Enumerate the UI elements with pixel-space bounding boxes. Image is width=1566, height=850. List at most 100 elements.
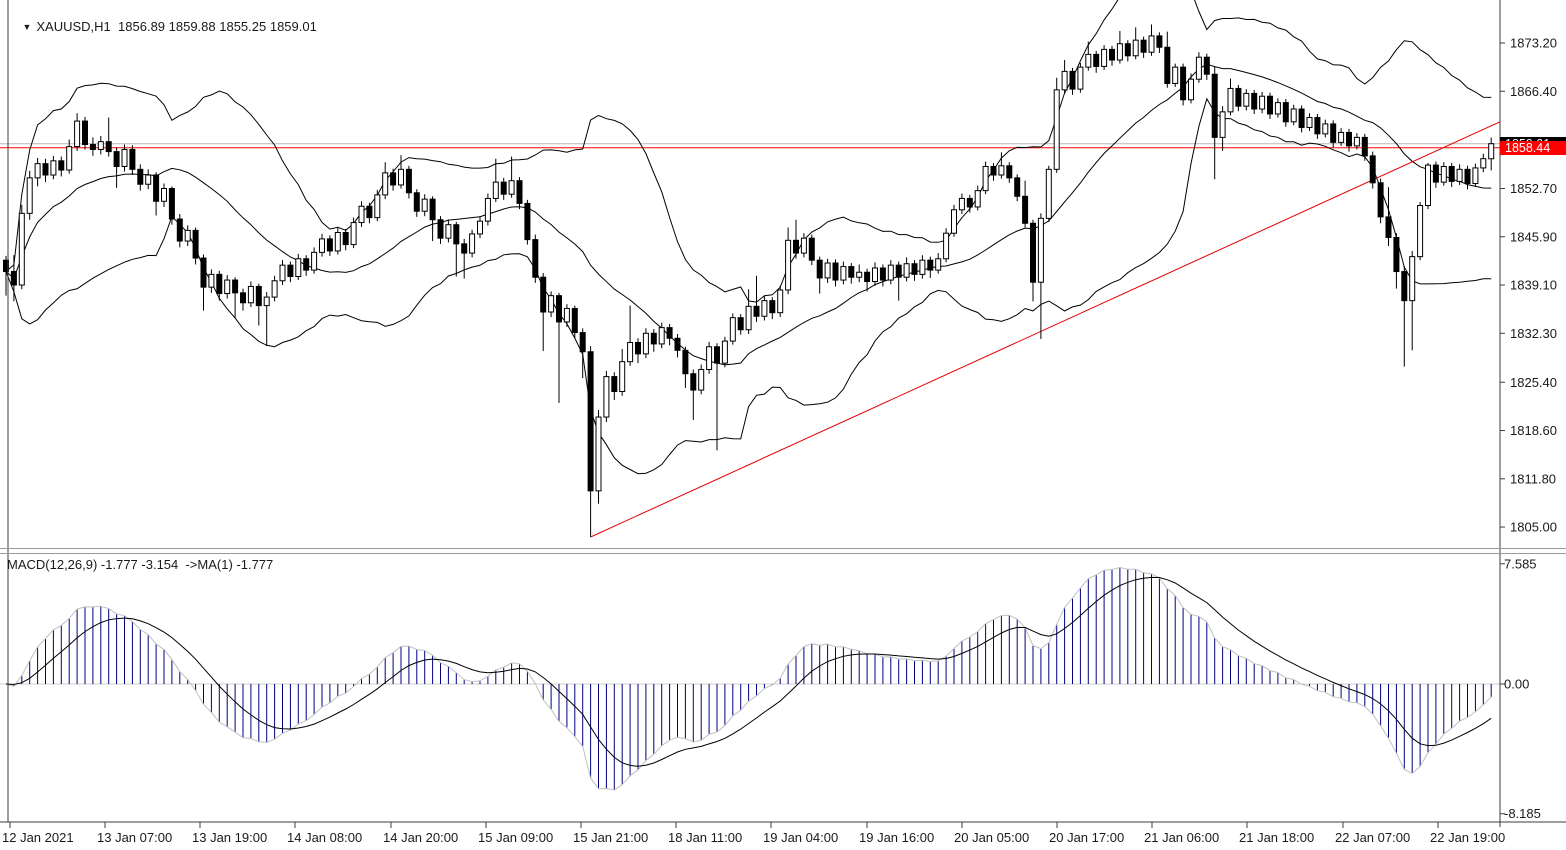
candle-body bbox=[1156, 35, 1163, 48]
candle-body bbox=[1037, 217, 1044, 283]
candle-body bbox=[405, 168, 412, 194]
bollinger-middle-line bbox=[5, 63, 1492, 366]
candle-body bbox=[326, 238, 333, 252]
candle-body bbox=[1353, 136, 1360, 147]
time-axis-label: 20 Jan 17:00 bbox=[1049, 830, 1124, 845]
candle-body bbox=[1385, 216, 1392, 238]
symbol-dropdown-icon[interactable]: ▼ bbox=[22, 22, 32, 32]
candle-body bbox=[1014, 177, 1021, 197]
candle-body bbox=[1140, 39, 1147, 53]
candle-body bbox=[1409, 256, 1416, 302]
candle-body bbox=[666, 327, 673, 339]
candle-body bbox=[563, 307, 570, 323]
macd-panel[interactable] bbox=[0, 566, 1500, 791]
candle-body bbox=[706, 346, 713, 370]
candle-body bbox=[1464, 168, 1471, 185]
candle-body bbox=[42, 163, 49, 176]
candle-body bbox=[1148, 35, 1155, 53]
candle-body bbox=[1306, 117, 1313, 128]
candle-body bbox=[919, 259, 926, 275]
candle-body bbox=[437, 219, 444, 239]
candle-body bbox=[998, 165, 1005, 176]
time-axis-label: 19 Jan 04:00 bbox=[763, 830, 838, 845]
candle-body bbox=[145, 174, 152, 185]
chart-title: ▼ XAUUSD,H1 1856.89 1859.88 1855.25 1859.… bbox=[8, 4, 316, 49]
candle-body bbox=[121, 148, 128, 167]
candle-body bbox=[1243, 92, 1250, 107]
macd-axis-label: 0.00 bbox=[1504, 677, 1529, 692]
candle-body bbox=[1164, 46, 1171, 84]
candle-body bbox=[1006, 165, 1013, 179]
time-axis-label: 19 Jan 16:00 bbox=[859, 830, 934, 845]
candle-body bbox=[484, 197, 491, 222]
candle-body bbox=[1432, 164, 1439, 183]
candle-body bbox=[1267, 95, 1273, 115]
candle-body bbox=[1045, 168, 1052, 219]
candle-body bbox=[303, 258, 310, 271]
candle-body bbox=[619, 361, 626, 392]
candle-body bbox=[943, 232, 950, 260]
candle-body bbox=[366, 205, 373, 219]
candle-body bbox=[1030, 222, 1036, 283]
candle-body bbox=[319, 238, 325, 253]
candle-body bbox=[89, 143, 96, 150]
candle-body bbox=[18, 212, 25, 286]
candle-body bbox=[571, 307, 578, 334]
candle-body bbox=[1077, 66, 1084, 90]
time-axis-label: 21 Jan 18:00 bbox=[1239, 830, 1314, 845]
candle-body bbox=[263, 296, 270, 307]
candle-body bbox=[1203, 56, 1210, 75]
candle-body bbox=[903, 263, 910, 278]
title-symbol: XAUUSD,H1 bbox=[36, 19, 111, 34]
candle-body bbox=[721, 340, 728, 364]
candle-body bbox=[1282, 102, 1289, 123]
candle-body bbox=[153, 174, 160, 202]
candle-body bbox=[579, 332, 586, 353]
candle-body bbox=[800, 237, 807, 254]
price-panel[interactable] bbox=[0, 0, 1500, 538]
candle-body bbox=[951, 209, 957, 234]
candle-body bbox=[26, 177, 33, 214]
candle-body bbox=[524, 202, 531, 241]
candle-body bbox=[1259, 95, 1266, 110]
candle-body bbox=[556, 295, 562, 323]
candle-body bbox=[271, 280, 278, 298]
candle-body bbox=[445, 224, 452, 239]
macd-axis-label: -8.185 bbox=[1504, 806, 1541, 821]
candle-body bbox=[97, 141, 104, 150]
time-axis-label: 21 Jan 06:00 bbox=[1144, 830, 1219, 845]
candle-body bbox=[1227, 87, 1234, 113]
price-axis-label: 1832.30 bbox=[1510, 326, 1557, 341]
candle-body bbox=[737, 317, 744, 331]
candle-body bbox=[1330, 123, 1337, 143]
candle-body bbox=[342, 232, 349, 246]
candle-body bbox=[603, 376, 610, 418]
time-axis-label: 14 Jan 08:00 bbox=[287, 830, 362, 845]
bollinger-lower-line bbox=[5, 97, 1492, 475]
candle-body bbox=[516, 180, 523, 204]
candle-body bbox=[887, 264, 894, 281]
candle-body bbox=[793, 239, 799, 254]
candle-body bbox=[398, 168, 404, 186]
candle-body bbox=[1361, 136, 1368, 157]
candle-body bbox=[382, 172, 389, 196]
candle-body bbox=[635, 342, 641, 355]
price-axis-label: 1845.90 bbox=[1510, 229, 1557, 244]
candle-body bbox=[1235, 87, 1242, 107]
candle-body bbox=[1085, 53, 1092, 68]
candle-body bbox=[856, 271, 863, 278]
candle-body bbox=[168, 187, 175, 220]
time-axis-label: 14 Jan 20:00 bbox=[383, 830, 458, 845]
candle-body bbox=[295, 258, 302, 278]
candle-body bbox=[74, 120, 81, 148]
candle-body bbox=[1440, 165, 1447, 183]
candle-body bbox=[848, 266, 855, 278]
candle-body bbox=[429, 198, 436, 221]
candle-body bbox=[753, 305, 760, 317]
price-axis-label: 1818.60 bbox=[1510, 423, 1557, 438]
candle-body bbox=[650, 332, 657, 345]
candle-body bbox=[1219, 111, 1226, 138]
candle-body bbox=[1061, 70, 1068, 91]
candle-body bbox=[935, 258, 942, 271]
